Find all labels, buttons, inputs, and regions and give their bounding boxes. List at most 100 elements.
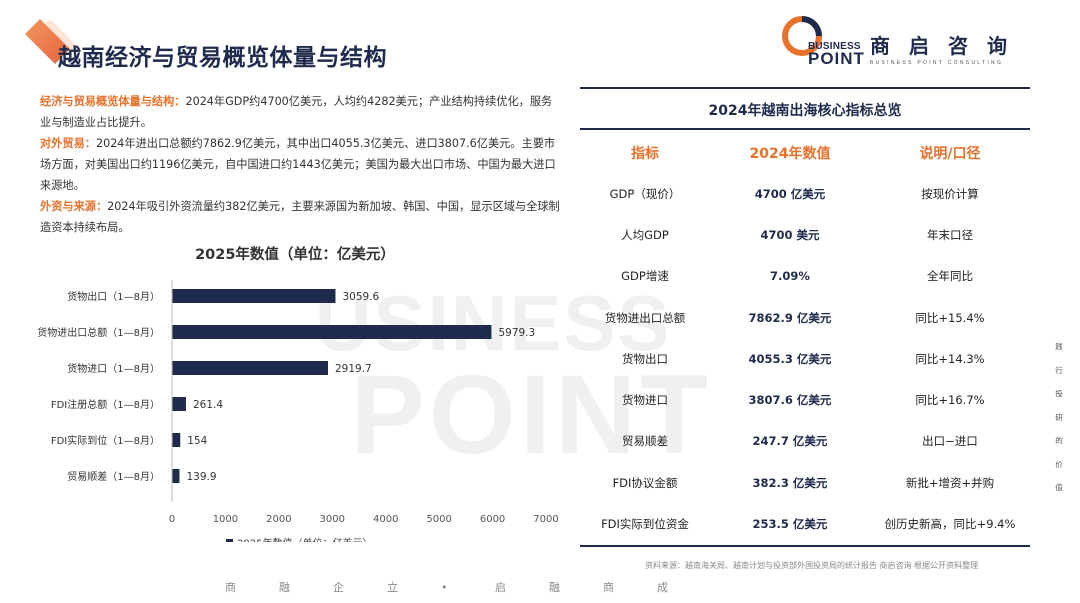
summary-label: 对外贸易： — [40, 137, 96, 150]
table-cell-value: 4055.3 亿美元 — [748, 351, 832, 366]
bar — [172, 469, 180, 483]
footer-character: 企 — [333, 581, 344, 594]
source-note: 资料来源：越南海关局、越南计划与投资部外国投资局的统计报告 商启咨询 根据公开资… — [645, 561, 979, 570]
summary-body: 2024年GDP约4700亿美元，人均约4282美元；产业结构持续优化，服务业与… — [40, 95, 553, 129]
bar-value-label: 261.4 — [193, 399, 223, 411]
table-cell-note: 年末口径 — [927, 227, 973, 242]
footer-character: • — [441, 581, 448, 594]
table-cell-note: 同比+14.3% — [915, 351, 985, 366]
footer-character: 融 — [549, 581, 560, 594]
table-cell-indicator: FDI协议金额 — [612, 475, 678, 490]
x-tick-label: 2000 — [266, 514, 291, 525]
company-logo: BUSINESS POINT 商启咨询 BUSINESS POINT CONSU… — [780, 14, 1070, 74]
bar-value-label: 154 — [187, 435, 207, 447]
x-tick-label: 3000 — [320, 514, 345, 525]
summary-paragraph: 经济与贸易概览体量与结构：2024年GDP约4700亿美元，人均约4282美元；… — [40, 91, 560, 133]
bar-value-label: 3059.6 — [342, 291, 379, 303]
side-character: 的 — [1055, 436, 1063, 445]
summary-body: 2024年吸引外资流量约382亿美元，主要来源国为新加坡、韩国、中国，显示区域与… — [40, 200, 560, 234]
x-tick-label: 1000 — [213, 514, 238, 525]
summary-text: 经济与贸易概览体量与结构：2024年GDP约4700亿美元，人均约4282美元；… — [40, 91, 560, 238]
table-body: GDP（现价） 4700 亿美元 按现价计算 人均GDP 4700 美元 年末口径 GDP增… — [580, 173, 1030, 545]
logo-chinese-name: 商启咨询 — [870, 34, 1026, 58]
logo-mark-icon — [782, 16, 822, 56]
table-row: 人均GDP 4700 美元 年末口径 — [580, 214, 1030, 255]
table-cell-value: 247.7 亿美元 — [752, 434, 828, 449]
x-tick-label: 7000 — [533, 514, 558, 525]
x-tick-label: 6000 — [480, 514, 505, 525]
table-row: GDP（现价） 4700 亿美元 按现价计算 — [580, 173, 1030, 214]
indicator-table: 指标 2024年数值 说明/口径 GDP（现价） 4700 亿美元 按现价计算 人均G… — [580, 133, 1030, 545]
category-label: FDI实际到位（1—8月） — [51, 434, 160, 447]
side-character: 行 — [1055, 365, 1063, 375]
table-cell-indicator: 人均GDP — [621, 227, 669, 242]
table-cell-value: 253.5 亿美元 — [752, 517, 828, 532]
table-title-rule — [580, 128, 1030, 130]
category-label: FDI注册总额（1—8月） — [51, 398, 160, 411]
table-cell-note: 新批+增资+并购 — [905, 475, 995, 490]
table-cell-value: 7.09% — [770, 269, 810, 284]
x-tick-label: 5000 — [426, 514, 451, 525]
side-character: 价 — [1055, 459, 1063, 469]
bar — [172, 325, 492, 339]
logo-word-business: BUSINESS — [808, 41, 861, 52]
logo-word-point: POINT — [808, 49, 865, 68]
bar — [172, 361, 328, 375]
table-cell-value: 382.3 亿美元 — [752, 475, 828, 490]
table-cell-note: 出口−进口 — [922, 434, 978, 449]
watermark-line1: USINESS — [315, 279, 672, 367]
bar — [172, 397, 186, 411]
bar — [172, 433, 181, 447]
footer-slogan: 商 融 企 立 • 启 融 商 成 — [225, 579, 711, 595]
table-cell-value: 4700 美元 — [760, 227, 820, 242]
footer-character: 商 — [603, 581, 614, 594]
side-vertical-slogan: 践行投研的价值 — [1052, 335, 1066, 500]
table-cell-indicator: 贸易顺差 — [622, 434, 668, 449]
table-row: FDI协议金额 382.3 亿美元 新批+增资+并购 — [580, 462, 1030, 503]
table-row: 货物进出口总额 7862.9 亿美元 同比+15.4% — [580, 297, 1030, 338]
table-cell-indicator: 货物进口 — [622, 393, 668, 408]
table-title: 2024年越南出海核心指标总览 — [708, 103, 902, 119]
table-row: 货物出口 4055.3 亿美元 同比+14.3% — [580, 338, 1030, 379]
footer-character: 成 — [657, 581, 668, 594]
x-tick-label: 4000 — [373, 514, 398, 525]
table-bottom-rule — [580, 545, 1030, 547]
table-cell-value: 7862.9 亿美元 — [748, 310, 832, 325]
x-tick-label: 0 — [169, 514, 175, 525]
table-cell-value: 3807.6 亿美元 — [748, 393, 832, 408]
table-cell-indicator: 货物进出口总额 — [604, 310, 686, 325]
category-label: 贸易顺差（1—8月） — [67, 470, 160, 483]
table-row: FDI实际到位资金 253.5 亿美元 创历史新高，同比+9.4% — [580, 503, 1030, 544]
page-title: 越南经济与贸易概览体量与结构 — [58, 45, 387, 71]
bar-value-label: 2919.7 — [335, 363, 372, 375]
table-cell-indicator: FDI实际到位资金 — [601, 517, 689, 532]
footer-character: 启 — [495, 581, 506, 594]
watermark-line2: POINT — [350, 352, 713, 477]
bar-chart: 货物出口（1—8月） 3059.6 货物进出口总额（1—8月） 5979.3 货物进口（… — [37, 280, 559, 543]
legend-label: 2025年数值（单位：亿美元） — [237, 537, 372, 543]
summary-paragraph: 外资与来源：2024年吸引外资流量约382亿美元，主要来源国为新加坡、韩国、中国… — [40, 196, 560, 238]
side-character: 投 — [1055, 389, 1063, 398]
side-character: 践 — [1055, 342, 1063, 351]
table-cell-value: 4700 亿美元 — [754, 186, 826, 201]
legend-swatch — [226, 539, 233, 542]
footer-character: 融 — [279, 581, 290, 594]
table-cell-indicator: GDP（现价） — [609, 186, 681, 201]
category-label: 货物出口（1—8月） — [67, 290, 160, 303]
summary-body: 2024年进出口总额约7862.9亿美元，其中出口4055.3亿美元、进口380… — [40, 137, 556, 192]
table-top-rule — [580, 87, 1030, 89]
logo-english-name: BUSINESS POINT CONSULTING — [870, 60, 1004, 66]
category-label: 货物进口（1—8月） — [67, 362, 160, 375]
table-cell-note: 同比+15.4% — [915, 310, 985, 325]
side-character: 研 — [1055, 412, 1063, 422]
chart-title: 2025年数值（单位：亿美元） — [195, 247, 395, 263]
table-cell-indicator: 货物出口 — [622, 351, 668, 366]
bar — [172, 289, 336, 303]
table-cell-indicator: GDP增速 — [621, 269, 669, 284]
bar-value-label: 139.9 — [186, 471, 216, 483]
summary-label: 外资与来源： — [40, 200, 108, 213]
category-label: 货物进出口总额（1—8月） — [37, 326, 160, 339]
table-header-row: 指标 2024年数值 说明/口径 — [580, 133, 1030, 173]
table-cell-note: 全年同比 — [927, 269, 973, 284]
bar-value-label: 5979.3 — [498, 327, 535, 339]
